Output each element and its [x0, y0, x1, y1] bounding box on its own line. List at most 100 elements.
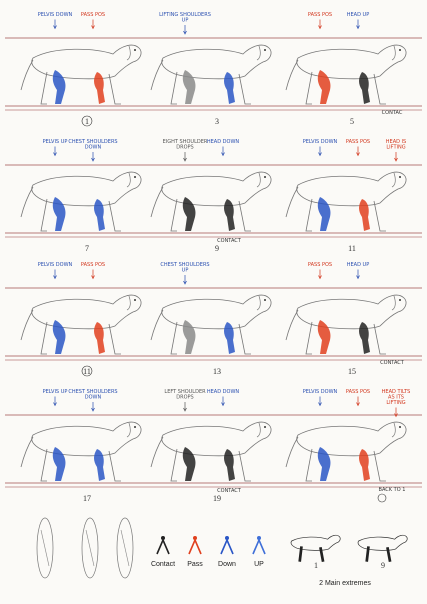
pose-label: LIFTING: [386, 400, 405, 406]
dog-ear: [256, 45, 261, 61]
pose-label: HEAD TILTS: [382, 389, 411, 395]
pose-label: DOWN: [85, 395, 102, 401]
dog-tail: [150, 309, 164, 341]
dog-eye: [134, 176, 136, 178]
frame-note: CONTAC: [382, 110, 403, 116]
pose-label: AS ITS: [388, 395, 404, 401]
dog-hind-leg-highlight: [317, 320, 331, 354]
dog-leg-outline: [238, 200, 251, 232]
label-arrow-head: [394, 413, 398, 418]
dog-leg-outline: [170, 448, 178, 482]
dog-tail: [285, 186, 299, 218]
dog-body: [161, 44, 272, 80]
pose-label: LIFTING SHOULDERS: [159, 12, 211, 18]
dog-front-leg-highlight: [359, 72, 370, 104]
label-arrow-head: [53, 275, 57, 280]
dog-ear: [126, 172, 131, 188]
dog-frame: [20, 171, 142, 232]
pose-label: CHEST SHOULDERS: [68, 389, 117, 395]
pose-label: PELVIS UP: [43, 389, 68, 395]
pose-label: EIGHT SHOULDER: [163, 139, 208, 145]
legend-glyph-dot: [257, 536, 261, 540]
dog-tail: [285, 309, 299, 341]
dog-hind-leg-highlight: [317, 70, 331, 104]
dog-leg-outline: [305, 321, 313, 355]
dog-tail: [150, 59, 164, 91]
dog-hind-leg-highlight: [52, 197, 66, 231]
dog-ear: [256, 422, 261, 438]
dog-tail: [285, 59, 299, 91]
label-arrow-head: [318, 275, 322, 280]
dog-frame: [20, 44, 142, 105]
frame-number-circle: [81, 115, 93, 127]
dog-front-leg-highlight: [359, 322, 370, 354]
label-arrow-head: [91, 157, 95, 162]
dog-leg-outline: [373, 450, 386, 482]
dog-leg-outline: [305, 71, 313, 105]
pose-label: PASS POS: [308, 262, 332, 268]
label-arrow-head: [183, 407, 187, 412]
anatomy-sketch-line: [40, 529, 50, 567]
legend-glyph: [156, 537, 170, 555]
anatomy-sketch: [36, 517, 54, 579]
dog-ear: [256, 295, 261, 311]
extreme-number: 1: [314, 561, 318, 570]
dog-eye: [264, 299, 266, 301]
pose-label: CHEST SHOULDERS: [160, 262, 209, 268]
dog-frame: [150, 294, 272, 355]
dog-body: [296, 421, 407, 457]
dog-hind-leg-highlight: [182, 70, 196, 104]
dog-hind-leg-highlight: [52, 447, 66, 481]
pose-label: PELVIS DOWN: [303, 389, 338, 395]
dog-leg-outline: [305, 198, 313, 232]
legend-glyph-dot: [193, 536, 197, 540]
label-arrow-head: [356, 402, 360, 407]
dog-leg-outline: [40, 448, 48, 482]
frame-number: 7: [85, 244, 89, 253]
anatomy-sketch-line: [85, 529, 95, 567]
label-arrow-head: [91, 407, 95, 412]
dog-frame: [150, 421, 272, 482]
pose-label: UP: [182, 268, 189, 274]
dog-hind-leg-highlight: [182, 197, 196, 231]
dog-eye: [134, 299, 136, 301]
dog-leg-outline: [40, 71, 48, 105]
anatomy-sketch: [116, 517, 134, 579]
dog-eye: [264, 176, 266, 178]
dog-eye: [264, 426, 266, 428]
frame-number: 17: [83, 494, 91, 503]
dog-front-leg-highlight: [94, 199, 105, 231]
dog-tail: [150, 186, 164, 218]
dog-frame: [285, 44, 407, 105]
pose-label: PASS POS: [81, 262, 105, 268]
pose-label: PASS POS: [308, 12, 332, 18]
dog-leg-outline: [108, 200, 121, 232]
label-arrow-head: [356, 25, 360, 30]
legend-label: Contact: [151, 561, 175, 568]
dog-hind-leg-highlight: [52, 320, 66, 354]
dog-leg-outline: [373, 73, 386, 105]
extreme-dog-legs: [365, 546, 392, 562]
frame-number: 11: [83, 367, 91, 376]
pose-label: HEAD UP: [347, 12, 369, 18]
label-arrow-head: [183, 280, 187, 285]
label-arrow-head: [394, 157, 398, 162]
dog-tail: [20, 436, 34, 468]
pose-label: PELVIS UP: [43, 139, 68, 145]
dog-ear: [391, 422, 396, 438]
frame-number: 15: [348, 367, 356, 376]
frame-number: 1: [85, 117, 89, 126]
dog-body: [161, 171, 272, 207]
dog-leg-outline: [170, 321, 178, 355]
frame-note: CONTACT: [380, 360, 405, 366]
dog-front-leg-highlight: [224, 72, 235, 104]
label-arrow-head: [53, 25, 57, 30]
dog-hind-leg-highlight: [317, 447, 331, 481]
legend-glyph: [252, 537, 266, 555]
dog-tail: [20, 309, 34, 341]
pose-label: PELVIS DOWN: [38, 262, 73, 268]
dog-ear: [391, 45, 396, 61]
pose-label: HEAD DOWN: [207, 389, 240, 395]
extreme-dog-legs: [298, 546, 325, 562]
dog-frame: [285, 421, 407, 482]
